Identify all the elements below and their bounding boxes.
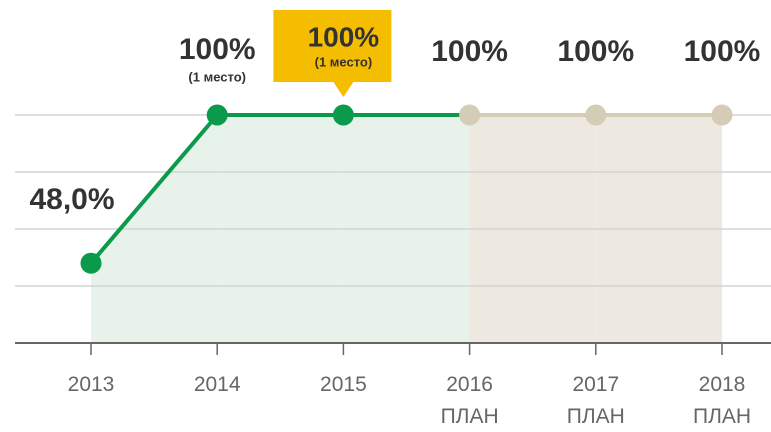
point [585, 104, 607, 126]
value-note: (1 место) [315, 54, 373, 69]
x-tick-label: 2016 ПЛАН [440, 373, 499, 428]
x-tick-label: 2017 ПЛАН [566, 373, 625, 428]
x-tick-label: 2014 [193, 373, 241, 396]
value-label: 100% [684, 35, 761, 68]
point [332, 104, 354, 126]
point [459, 104, 481, 126]
value-label: 100% [431, 35, 508, 68]
value-label: 48,0% [29, 183, 114, 216]
highlight-box [273, 10, 392, 97]
point [711, 104, 733, 126]
x-tick-label: 2013 [67, 373, 115, 396]
value-note: (1 место) [188, 69, 246, 84]
point [206, 104, 228, 126]
line-segment [89, 113, 219, 265]
value-label: 100% [179, 33, 256, 66]
x-tick-label: 2015 [320, 373, 367, 396]
value-label: 100% [557, 35, 634, 68]
x-tick-label: 2018 ПЛАН [692, 373, 752, 428]
point [80, 252, 102, 274]
value-label: 100% [308, 21, 380, 52]
